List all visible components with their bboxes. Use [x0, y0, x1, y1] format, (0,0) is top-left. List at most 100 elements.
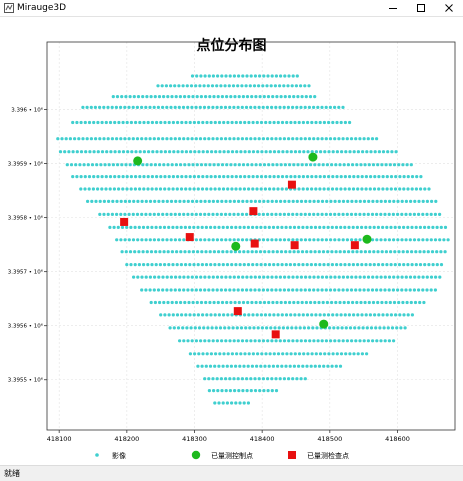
image-point — [228, 199, 232, 203]
image-point — [223, 326, 227, 330]
image-point — [224, 238, 228, 242]
image-point — [207, 288, 211, 292]
image-point — [277, 150, 281, 154]
image-point — [306, 175, 310, 179]
image-point — [127, 212, 131, 216]
minimize-button[interactable] — [379, 0, 407, 16]
image-point — [377, 187, 381, 191]
image-point — [195, 163, 199, 167]
image-point — [189, 150, 193, 154]
image-point — [171, 187, 175, 191]
image-point — [368, 250, 372, 254]
image-point — [85, 105, 89, 109]
image-point — [240, 212, 244, 216]
image-point — [106, 105, 110, 109]
image-point — [234, 175, 238, 179]
image-point — [366, 339, 370, 343]
image-point — [300, 163, 304, 167]
image-point — [248, 326, 252, 330]
image-point — [287, 377, 291, 381]
image-point — [184, 263, 188, 267]
image-point — [192, 313, 196, 317]
image-point — [309, 364, 313, 368]
image-point — [237, 199, 241, 203]
image-point — [320, 199, 325, 203]
image-point — [245, 377, 249, 381]
image-point — [259, 263, 263, 267]
image-point — [219, 84, 223, 88]
maximize-button[interactable] — [407, 0, 435, 16]
image-point — [217, 187, 221, 191]
image-point — [156, 212, 161, 216]
image-point — [303, 288, 307, 292]
image-point — [127, 238, 131, 242]
image-point — [253, 339, 257, 343]
image-point — [174, 300, 178, 305]
image-point — [368, 187, 372, 191]
image-point — [94, 199, 98, 203]
image-point — [208, 250, 212, 254]
image-point — [269, 326, 273, 330]
image-point — [259, 313, 263, 317]
image-point — [410, 187, 414, 191]
image-point — [152, 212, 156, 216]
image-point — [297, 120, 301, 125]
image-point — [121, 175, 125, 179]
image-point — [166, 300, 170, 305]
image-point — [316, 105, 320, 109]
image-point — [131, 212, 135, 216]
image-point — [343, 175, 347, 179]
image-point — [251, 313, 255, 317]
image-point — [354, 275, 358, 279]
image-point — [236, 288, 240, 292]
image-point — [275, 300, 279, 305]
close-button[interactable] — [435, 0, 463, 16]
image-point — [301, 120, 305, 125]
image-point — [119, 137, 123, 141]
image-point — [140, 105, 144, 109]
y-tick-label: 3.3957 • 10⁶ — [8, 269, 44, 276]
image-point — [414, 250, 418, 254]
image-point — [349, 212, 354, 216]
image-point — [307, 288, 312, 292]
image-point — [65, 163, 69, 167]
image-point — [348, 352, 352, 356]
image-point — [157, 238, 161, 242]
image-point — [186, 212, 190, 216]
image-point — [246, 300, 250, 305]
image-point — [129, 187, 133, 191]
image-point — [401, 163, 405, 167]
image-point — [251, 225, 255, 229]
image-point — [276, 187, 280, 191]
image-point — [299, 212, 303, 216]
image-point — [144, 212, 148, 216]
image-point — [233, 95, 237, 99]
legend-item-1: 已量测控制点 — [191, 450, 253, 460]
image-point — [322, 225, 326, 229]
image-point — [268, 150, 272, 154]
image-point — [338, 364, 343, 368]
image-point — [236, 377, 240, 381]
image-point — [178, 238, 182, 242]
image-point — [203, 199, 207, 203]
image-point — [435, 263, 439, 267]
image-point — [399, 326, 403, 330]
image-point — [312, 199, 316, 203]
image-point — [365, 326, 369, 330]
image-point — [216, 95, 220, 99]
image-point — [298, 326, 302, 330]
scatter-chart[interactable]: 418100 418200 418300 418400 418500 4186003.39… — [0, 17, 463, 465]
image-point — [283, 199, 287, 203]
image-point — [161, 275, 165, 279]
image-point — [245, 74, 249, 78]
image-point — [334, 163, 338, 167]
image-point — [375, 199, 379, 203]
image-point — [213, 364, 217, 368]
image-point — [400, 212, 404, 216]
image-point — [433, 288, 437, 292]
image-point — [151, 150, 155, 154]
image-point — [387, 212, 391, 216]
image-point — [173, 84, 177, 88]
image-point — [327, 150, 331, 154]
image-point — [350, 199, 354, 203]
